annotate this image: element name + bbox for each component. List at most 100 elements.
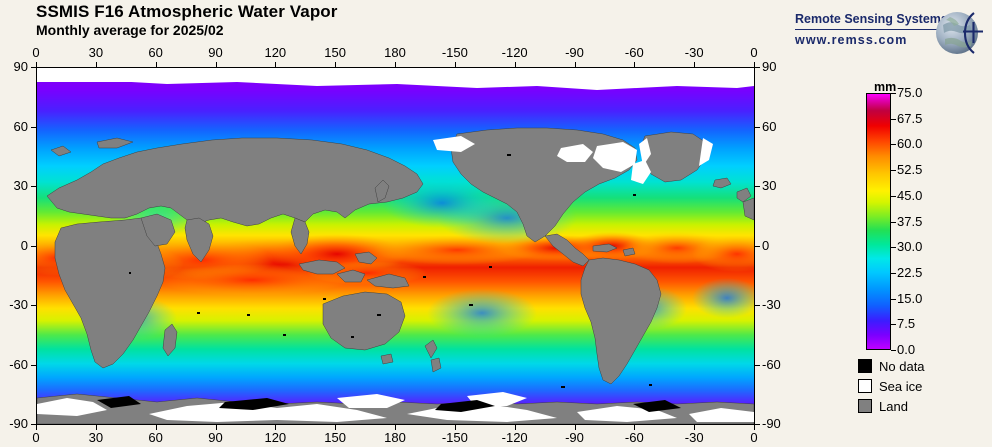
- y-axis-tick-label: 0: [20, 237, 28, 253]
- x-tick-mark: [36, 62, 37, 67]
- x-tick-mark: [754, 425, 755, 430]
- y-tick-mark: [31, 245, 36, 247]
- x-tick-mark: [335, 425, 337, 430]
- y-axis-tick-label: 30: [13, 178, 28, 193]
- x-axis-tick-label: 90: [208, 430, 223, 445]
- x-tick-mark: [454, 62, 456, 67]
- legend-sea-ice: Sea ice: [858, 376, 925, 396]
- y-tick-mark: [31, 126, 36, 128]
- y-axis-tick-label: 90: [13, 59, 28, 74]
- colorbar-tick-mark: [891, 324, 896, 326]
- colorbar-units-label: mm: [874, 80, 897, 94]
- x-tick-mark: [36, 425, 37, 430]
- x-tick-mark: [634, 425, 636, 430]
- y-axis-tick-label: -60: [762, 356, 781, 372]
- colorbar-tick-label: 0.0: [897, 342, 916, 357]
- x-axis-tick-label: -60: [624, 430, 644, 445]
- y-tick-mark: [31, 67, 36, 68]
- colorbar-tick-label: 45.0: [897, 187, 923, 203]
- no-data-mask: [97, 154, 681, 412]
- colorbar-tick-mark: [891, 144, 896, 146]
- colorbar-tick-mark: [891, 298, 896, 300]
- x-axis-tick-label: -120: [501, 45, 528, 60]
- legend-color-swatch: [858, 399, 872, 413]
- x-tick-mark: [754, 62, 755, 67]
- colorbar-tick-label: 60.0: [897, 136, 923, 152]
- legend-label: Land: [879, 398, 908, 414]
- page-title: SSMIS F16 Atmospheric Water Vapor: [36, 2, 338, 21]
- y-axis-tick-label: 0: [762, 237, 770, 253]
- x-tick-mark: [335, 62, 337, 67]
- y-tick-mark: [755, 245, 760, 247]
- x-axis-tick-label: 180: [384, 430, 406, 445]
- x-axis-tick-label: 90: [208, 45, 223, 60]
- y-tick-mark: [31, 424, 36, 425]
- x-tick-mark: [275, 425, 277, 430]
- land-mask: [37, 127, 754, 424]
- logo-divider: [795, 29, 945, 30]
- globe-icon: [936, 12, 983, 54]
- colorbar-tick-label: 7.5: [897, 316, 916, 332]
- x-tick-mark: [514, 62, 516, 67]
- colorbar-tick-mark: [891, 247, 896, 249]
- x-tick-mark: [514, 425, 516, 430]
- x-tick-mark: [95, 425, 97, 430]
- remss-logo[interactable]: Remote Sensing Systems www.remss.com: [795, 8, 985, 58]
- y-axis-tick-label: -90: [762, 416, 781, 431]
- x-axis-tick-label: 0: [750, 430, 758, 445]
- colorbar-tick-label: 30.0: [897, 239, 923, 255]
- y-tick-mark: [755, 126, 760, 128]
- x-tick-mark: [694, 62, 696, 67]
- x-tick-mark: [215, 62, 217, 67]
- x-axis-tick-label: 30: [88, 45, 104, 60]
- colorbar-tick-label: 15.0: [897, 290, 923, 306]
- x-axis-tick-label: 0: [750, 45, 758, 60]
- colorbar[interactable]: [866, 93, 891, 350]
- page-subtitle: Monthly average for 2025/02: [36, 22, 224, 38]
- y-tick-mark: [31, 186, 36, 187]
- colorbar-tick-mark: [891, 272, 896, 274]
- colorbar-tick-label: 67.5: [897, 110, 923, 126]
- x-axis-tick-label: 60: [148, 45, 163, 60]
- x-tick-mark: [574, 62, 576, 67]
- y-axis-tick-label: 90: [762, 59, 777, 74]
- x-tick-mark: [574, 425, 576, 430]
- x-tick-mark: [694, 425, 696, 430]
- x-tick-mark: [634, 62, 636, 67]
- x-axis-tick-label: 150: [324, 45, 347, 60]
- y-axis-tick-label: -30: [9, 297, 28, 312]
- map-plot-area[interactable]: [36, 67, 755, 425]
- y-axis-tick-label: 30: [762, 178, 777, 193]
- legend-label: No data: [879, 358, 925, 374]
- water-vapor-heatmap: [37, 68, 754, 424]
- x-axis-tick-label: -120: [501, 430, 528, 445]
- y-axis-tick-label: -30: [762, 297, 781, 312]
- colorbar-tick-label: 75.0: [897, 85, 923, 100]
- legend-color-swatch: [858, 379, 872, 393]
- x-axis-tick-label: -30: [684, 430, 704, 445]
- x-axis-tick-label: 0: [32, 430, 40, 445]
- y-tick-mark: [31, 364, 36, 366]
- x-tick-mark: [395, 425, 396, 430]
- y-tick-mark: [31, 305, 36, 306]
- x-tick-mark: [275, 62, 277, 67]
- colorbar-tick-mark: [891, 170, 896, 172]
- colorbar-tick-mark: [891, 195, 896, 197]
- x-axis-tick-label: 30: [88, 430, 104, 445]
- logo-website-url: www.remss.com: [795, 33, 908, 47]
- x-axis-tick-label: 60: [148, 430, 163, 445]
- y-axis-tick-label: 60: [13, 118, 28, 134]
- colorbar-tick-mark: [891, 221, 896, 223]
- y-tick-mark: [755, 305, 760, 306]
- y-axis-tick-label: -60: [9, 356, 28, 372]
- x-tick-mark: [395, 62, 396, 67]
- y-tick-mark: [755, 364, 760, 366]
- y-tick-mark: [755, 186, 760, 187]
- x-axis-tick-label: 150: [324, 430, 347, 445]
- colorbar-tick-mark: [891, 350, 896, 351]
- x-tick-mark: [155, 62, 157, 67]
- y-axis-tick-label: -90: [9, 416, 28, 431]
- y-axis-tick-label: 60: [762, 118, 777, 134]
- legend-no-data: No data: [858, 356, 925, 376]
- x-axis-tick-label: -90: [565, 430, 584, 445]
